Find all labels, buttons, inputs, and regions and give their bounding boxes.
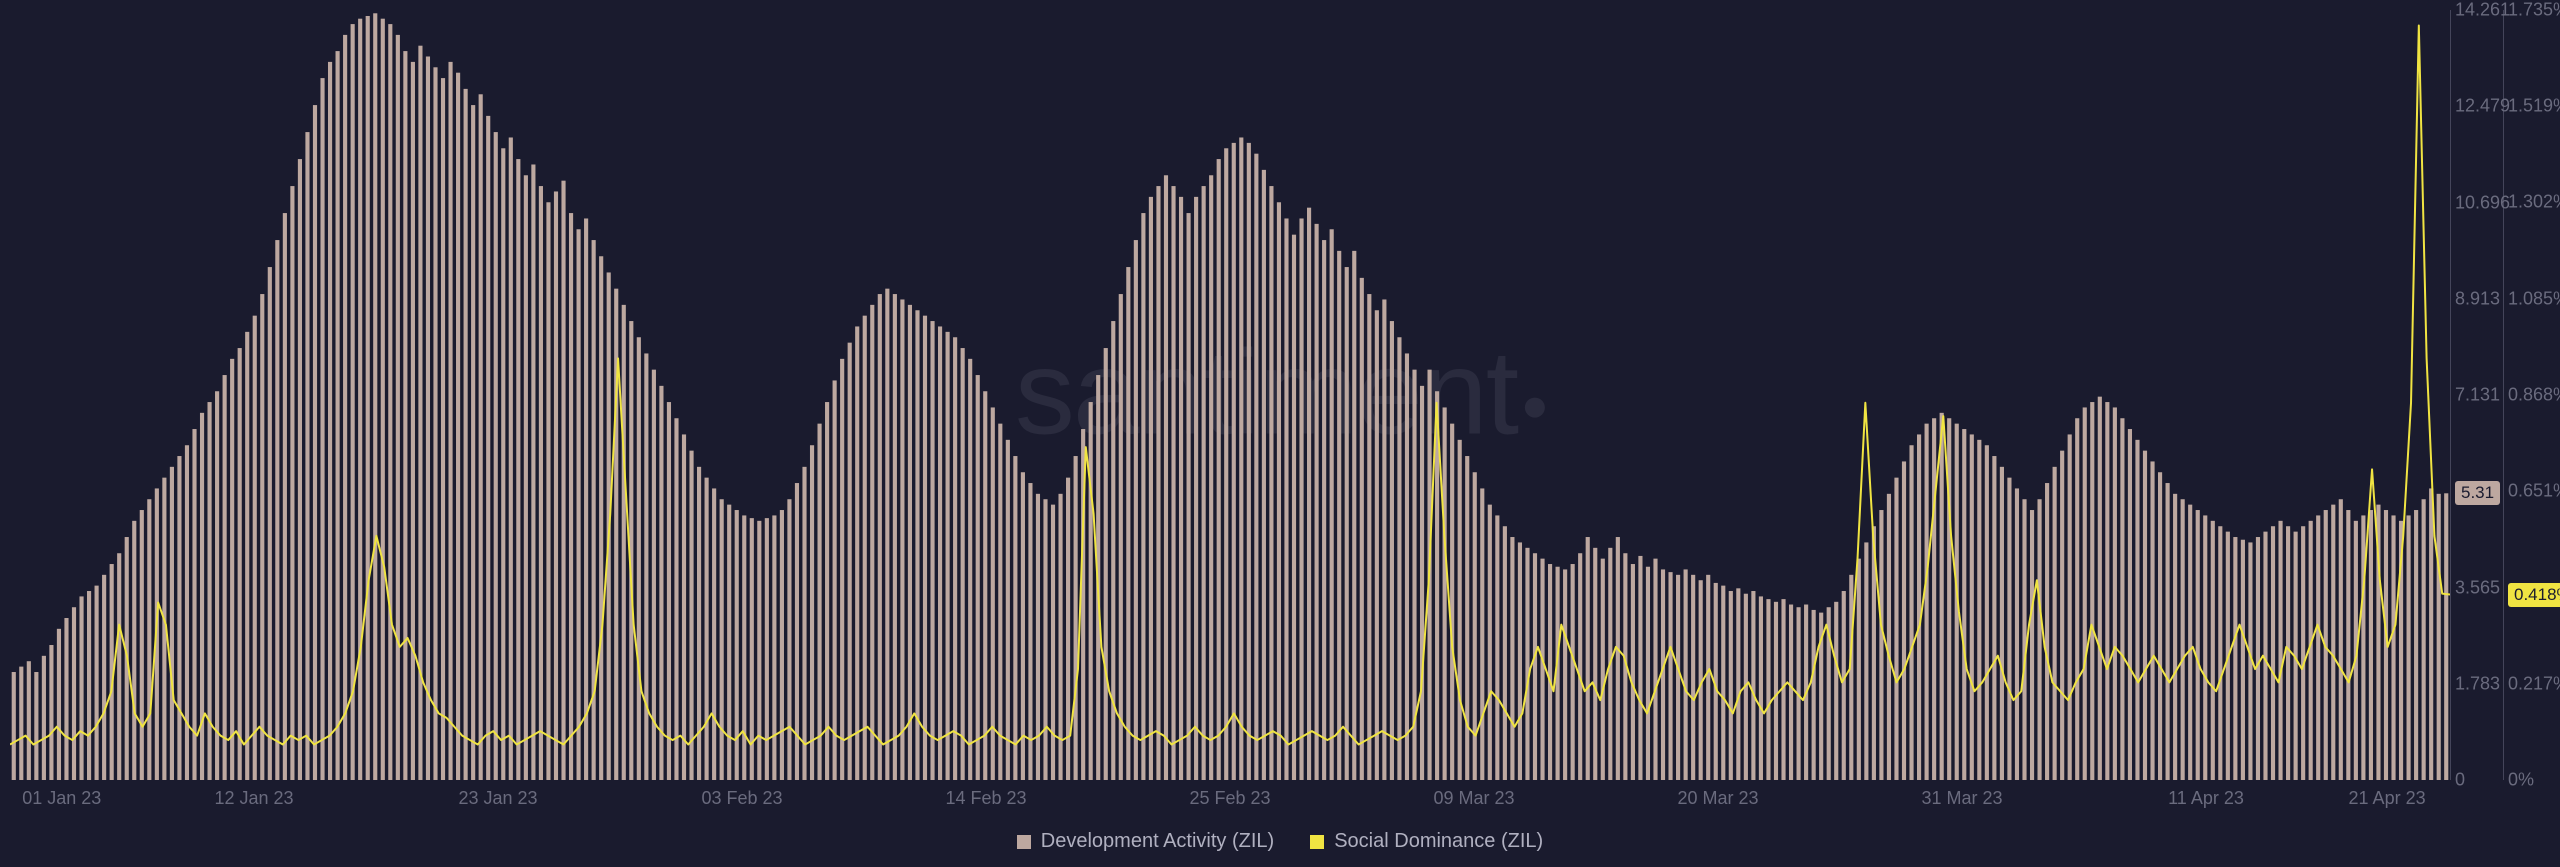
legend-label: Development Activity (ZIL)	[1041, 830, 1274, 853]
x-tick: 03 Feb 23	[701, 788, 782, 809]
y-right-tick: 1.302%	[2508, 192, 2560, 213]
legend-swatch	[1310, 835, 1324, 849]
y-left-tick: 14.261	[2455, 0, 2510, 21]
y-axis-right: 0%0.217%0.651%0.868%1.085%1.302%1.519%1.…	[2508, 10, 2558, 780]
bar-series	[12, 13, 2449, 780]
x-tick: 31 Mar 23	[1921, 788, 2002, 809]
y-right-tick: 0.868%	[2508, 384, 2560, 405]
y-right-tick: 0.217%	[2508, 673, 2560, 694]
x-tick: 09 Mar 23	[1433, 788, 1514, 809]
y-right-tick: 0%	[2508, 770, 2534, 791]
y-left-current-marker: 5.31	[2455, 481, 2500, 505]
y-left-tick: 0	[2455, 770, 2465, 791]
x-tick: 01 Jan 23	[22, 788, 101, 809]
x-tick: 21 Apr 23	[2349, 788, 2426, 809]
y-right-tick: 0.651%	[2508, 481, 2560, 502]
x-tick: 14 Feb 23	[945, 788, 1026, 809]
x-tick: 12 Jan 23	[214, 788, 293, 809]
y-left-tick: 7.131	[2455, 385, 2500, 406]
y-left-tick: 3.565	[2455, 577, 2500, 598]
x-tick: 20 Mar 23	[1677, 788, 1758, 809]
y-right-current-marker: 0.418%	[2508, 583, 2560, 607]
legend-item[interactable]: Development Activity (ZIL)	[1017, 830, 1274, 853]
legend-label: Social Dominance (ZIL)	[1334, 830, 1543, 853]
x-axis: 01 Jan 23 12 Jan 23 23 Jan 23 03 Feb 23 14 F…	[10, 788, 2450, 812]
y-axis-left: 01.7833.5657.1318.91310.69612.47914.2615…	[2455, 10, 2505, 780]
x-tick: 11 Apr 23	[2168, 788, 2244, 809]
y-left-tick: 8.913	[2455, 288, 2500, 309]
x-tick: 23 Jan 23	[458, 788, 537, 809]
y-right-tick: 1.519%	[2508, 95, 2560, 116]
y-left-tick: 1.783	[2455, 673, 2500, 694]
legend: Development Activity (ZIL) Social Dominan…	[0, 830, 2560, 855]
y-left-tick: 10.696	[2455, 192, 2510, 213]
y-left-axis-line	[2450, 10, 2451, 780]
y-left-tick: 12.479	[2455, 96, 2510, 117]
y-right-tick: 1.735%	[2508, 0, 2560, 21]
x-tick: 25 Feb 23	[1189, 788, 1270, 809]
y-right-tick: 1.085%	[2508, 288, 2560, 309]
chart-plot[interactable]	[10, 10, 2450, 780]
legend-item[interactable]: Social Dominance (ZIL)	[1310, 830, 1543, 853]
chart-container: santiment 01.7833.5657.1318.91310.69612.…	[0, 0, 2560, 867]
legend-swatch	[1017, 835, 1031, 849]
